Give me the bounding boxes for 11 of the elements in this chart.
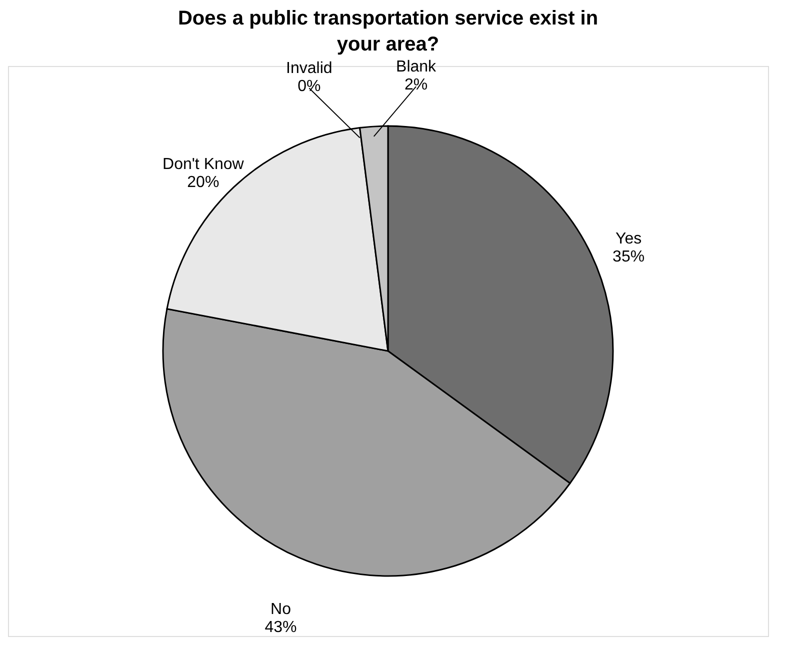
data-label: 43% bbox=[264, 618, 297, 636]
data-label: 35% bbox=[612, 248, 645, 266]
slice-label: No bbox=[270, 600, 292, 618]
slice-label: Yes bbox=[616, 230, 642, 248]
text: 0% bbox=[298, 78, 321, 96]
slice-label: Don't Know bbox=[162, 156, 244, 174]
category-label: Invalid bbox=[286, 60, 332, 78]
data-label: 2% bbox=[404, 76, 428, 94]
slice-label: Blank bbox=[396, 58, 438, 76]
chart-title: Does a public transportation service exist in your area? bbox=[178, 8, 598, 56]
data-label: 20% bbox=[187, 174, 220, 192]
